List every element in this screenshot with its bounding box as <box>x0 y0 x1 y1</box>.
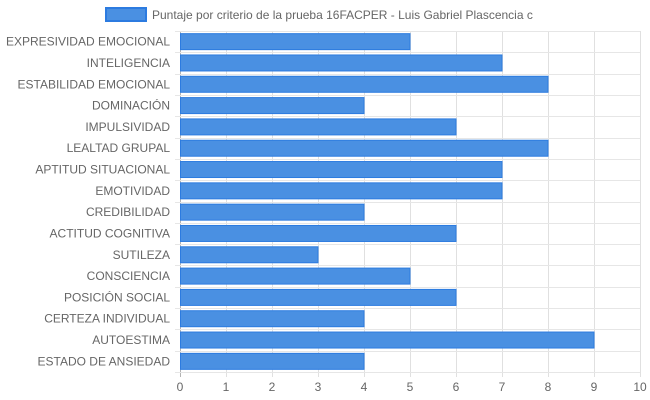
bar[interactable] <box>180 75 549 93</box>
x-tick-label: 4 <box>361 380 368 394</box>
legend-label[interactable]: Puntaje por criterio de la prueba 16FACP… <box>152 8 533 22</box>
bar[interactable] <box>180 182 503 200</box>
x-tick-label: 5 <box>407 380 414 394</box>
legend-swatch[interactable] <box>105 7 147 22</box>
category-label: DOMINACIÓN <box>92 98 170 113</box>
category-label: IMPULSIVIDAD <box>85 120 170 134</box>
category-label: LEALTAD GRUPAL <box>67 141 171 155</box>
bar[interactable] <box>180 161 503 179</box>
category-label: CONSCIENCIA <box>87 269 170 283</box>
x-tick-label: 7 <box>499 380 506 394</box>
category-label: CERTEZA INDIVIDUAL <box>44 312 170 326</box>
x-tick-label: 1 <box>223 380 230 394</box>
category-label: CREDIBILIDAD <box>86 205 170 219</box>
category-label: ACTITUD COGNITIVA <box>50 226 170 240</box>
bar[interactable] <box>180 54 503 72</box>
bars <box>180 33 595 370</box>
x-tick-label: 6 <box>453 380 460 394</box>
x-tick-label: 9 <box>591 380 598 394</box>
bar[interactable] <box>180 203 365 221</box>
bar[interactable] <box>180 33 411 51</box>
category-labels: EXPRESIVIDAD EMOCIONAL INTELIGENCIA ESTABI… <box>6 35 170 369</box>
category-label: EMOTIVIDAD <box>95 184 170 198</box>
x-tick-label: 3 <box>315 380 322 394</box>
category-label: AUTOESTIMA <box>92 333 170 347</box>
x-tick-label: 0 <box>177 380 184 394</box>
bar[interactable] <box>180 224 457 242</box>
x-tick-label: 2 <box>269 380 276 394</box>
legend[interactable]: Puntaje por criterio de la prueba 16FACP… <box>105 7 533 22</box>
bar[interactable] <box>180 246 319 264</box>
x-tick-label: 10 <box>633 380 647 394</box>
bar[interactable] <box>180 97 365 115</box>
x-tick-label: 8 <box>545 380 552 394</box>
category-label: POSICIÓN SOCIAL <box>64 289 170 304</box>
category-label: ESTABILIDAD EMOCIONAL <box>18 77 171 91</box>
x-axis-ticks: 0 1 2 3 4 5 6 7 8 9 10 <box>177 380 647 394</box>
bar[interactable] <box>180 331 595 349</box>
category-label: APTITUD SITUACIONAL <box>35 163 170 177</box>
category-label: SUTILEZA <box>113 248 170 262</box>
bar[interactable] <box>180 288 457 306</box>
bar[interactable] <box>180 310 365 328</box>
bar[interactable] <box>180 352 365 370</box>
bar[interactable] <box>180 118 457 136</box>
bar[interactable] <box>180 139 549 157</box>
category-label: INTELIGENCIA <box>87 56 170 70</box>
category-label: ESTADO DE ANSIEDAD <box>38 354 171 368</box>
category-label: EXPRESIVIDAD EMOCIONAL <box>6 35 170 49</box>
bar[interactable] <box>180 267 411 285</box>
